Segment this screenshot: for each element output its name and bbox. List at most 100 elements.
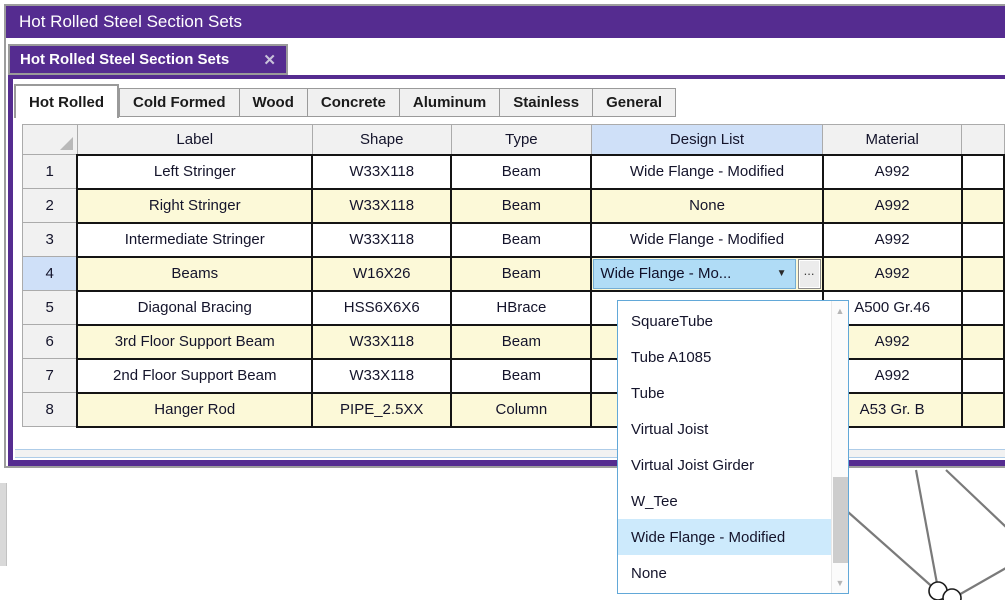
cell-clipped (960, 289, 1005, 326)
cell-shape[interactable]: PIPE_2.5XX (311, 391, 453, 428)
row-number[interactable]: 1 (22, 154, 78, 189)
tab-label: Aluminum (412, 94, 487, 111)
cell-label[interactable]: Left Stringer (76, 153, 314, 190)
select-all-corner[interactable] (22, 124, 78, 155)
design-list-dropdown: SquareTube Tube A1085 Tube Virtual Joist… (617, 300, 849, 594)
cell-shape[interactable]: W33X118 (311, 221, 453, 258)
horizontal-scroll-strip (15, 449, 1005, 458)
cell-design-list[interactable]: Wide Flange - Modified (590, 153, 824, 190)
cell-shape[interactable]: W33X118 (311, 153, 453, 190)
cell-clipped (960, 391, 1005, 428)
scroll-up-icon[interactable]: ▲ (835, 306, 845, 316)
cell-label[interactable]: Intermediate Stringer (76, 221, 314, 258)
cell-label[interactable]: 3rd Floor Support Beam (76, 323, 314, 360)
cell-shape[interactable]: W33X118 (311, 187, 453, 224)
cell-label[interactable]: Beams (76, 255, 314, 292)
row-number[interactable]: 6 (22, 324, 78, 359)
cell-clipped (960, 357, 1005, 394)
tab-stainless[interactable]: Stainless (500, 88, 594, 117)
cell-material[interactable]: A992 (821, 187, 963, 224)
window-title: Hot Rolled Steel Section Sets (19, 12, 243, 31)
design-list-more-button[interactable]: ... (797, 258, 821, 289)
row-number[interactable]: 5 (22, 290, 78, 325)
cell-type[interactable]: Beam (450, 357, 593, 394)
tab-label: General (606, 94, 662, 111)
scrollbar-thumb[interactable] (833, 477, 848, 563)
cell-type[interactable]: Beam (450, 153, 593, 190)
table-row: 7 2nd Floor Support Beam W33X118 Beam A9… (22, 357, 1005, 394)
scroll-down-icon[interactable]: ▼ (835, 578, 845, 588)
tab-hot-rolled[interactable]: Hot Rolled (14, 84, 119, 118)
row-number[interactable]: 7 (22, 358, 78, 393)
cell-label[interactable]: Right Stringer (76, 187, 314, 224)
cell-label[interactable]: Diagonal Bracing (76, 289, 314, 326)
column-header-design-list[interactable]: Design List (590, 124, 824, 155)
cell-type[interactable]: Column (450, 391, 593, 428)
cell-clipped (960, 323, 1005, 360)
tab-aluminum[interactable]: Aluminum (399, 88, 501, 117)
close-icon[interactable]: ✕ (263, 51, 276, 69)
row-number[interactable]: 4 (22, 256, 78, 291)
row-number[interactable]: 8 (22, 392, 78, 427)
row-number[interactable]: 2 (22, 188, 78, 223)
table-row: 2 Right Stringer W33X118 Beam None A992 (22, 187, 1005, 224)
table-row: 3 Intermediate Stringer W33X118 Beam Wid… (22, 221, 1005, 258)
cell-type[interactable]: Beam (450, 221, 593, 258)
column-header-type[interactable]: Type (450, 124, 592, 155)
column-header-clipped (961, 124, 1005, 155)
column-header-material[interactable]: Material (822, 124, 963, 155)
category-tabstrip: Hot Rolled Cold Formed Wood Concrete Alu… (14, 84, 676, 118)
cell-shape[interactable]: W33X118 (311, 357, 453, 394)
chevron-down-icon: ▼ (776, 268, 787, 279)
column-header-label[interactable]: Label (76, 124, 313, 155)
tab-cold-formed[interactable]: Cold Formed (119, 88, 240, 117)
cell-shape[interactable]: HSS6X6X6 (311, 289, 453, 326)
tab-general[interactable]: General (593, 88, 676, 117)
cell-label[interactable]: Hanger Rod (76, 391, 314, 428)
tab-label: Hot Rolled (29, 93, 104, 111)
cell-label[interactable]: 2nd Floor Support Beam (76, 357, 314, 394)
cell-clipped (960, 255, 1005, 292)
dropdown-item[interactable]: W_Tee (631, 492, 678, 510)
cell-design-list[interactable]: Wide Flange - Modified (590, 221, 824, 258)
section-sets-table: Label Shape Type Design List Material 1 … (22, 124, 1005, 428)
dropdown-item[interactable]: Tube (631, 384, 665, 402)
tab-concrete[interactable]: Concrete (307, 88, 400, 117)
cell-design-list-editing: Wide Flange - Mo... ▼ ... (590, 255, 824, 292)
document-tab[interactable]: Hot Rolled Steel Section Sets ✕ (8, 44, 288, 75)
tab-wood[interactable]: Wood (239, 88, 308, 117)
cell-shape[interactable]: W33X118 (311, 323, 453, 360)
dropdown-item[interactable]: None (631, 564, 667, 582)
table-row: 6 3rd Floor Support Beam W33X118 Beam A9… (22, 323, 1005, 360)
dropdown-item[interactable]: Virtual Joist (631, 420, 709, 438)
dropdown-item[interactable]: SquareTube (631, 312, 714, 330)
tab-label: Cold Formed (133, 94, 226, 111)
design-list-combobox[interactable]: Wide Flange - Mo... ▼ (593, 258, 796, 289)
table-row-selected: 4 Beams W16X26 Beam Wide Flange - Mo... … (22, 255, 1005, 292)
window-titlebar[interactable]: Hot Rolled Steel Section Sets (6, 6, 1005, 38)
row-number[interactable]: 3 (22, 222, 78, 257)
corner-triangle-icon (59, 137, 73, 150)
cell-type[interactable]: Beam (450, 255, 593, 292)
column-header-shape[interactable]: Shape (311, 124, 452, 155)
tab-label: Wood (252, 94, 294, 111)
cell-material[interactable]: A992 (821, 221, 963, 258)
cell-type[interactable]: HBrace (450, 289, 593, 326)
dropdown-item-selected[interactable]: Wide Flange - Modified (618, 519, 831, 555)
cell-clipped (960, 187, 1005, 224)
tab-label: Stainless (513, 94, 580, 111)
dropdown-item[interactable]: Tube A1085 (631, 348, 712, 366)
dropdown-item[interactable]: Virtual Joist Girder (631, 456, 755, 474)
cell-type[interactable]: Beam (450, 323, 593, 360)
dropdown-scrollbar[interactable]: ▲ ▼ (831, 301, 848, 593)
cell-design-list[interactable]: None (590, 187, 824, 224)
cell-material[interactable]: A992 (821, 255, 963, 292)
cell-type[interactable]: Beam (450, 187, 593, 224)
cell-clipped (960, 153, 1005, 190)
cell-shape[interactable]: W16X26 (311, 255, 453, 292)
cell-material[interactable]: A992 (821, 153, 963, 190)
table-row: 8 Hanger Rod PIPE_2.5XX Column A53 Gr. B (22, 391, 1005, 428)
